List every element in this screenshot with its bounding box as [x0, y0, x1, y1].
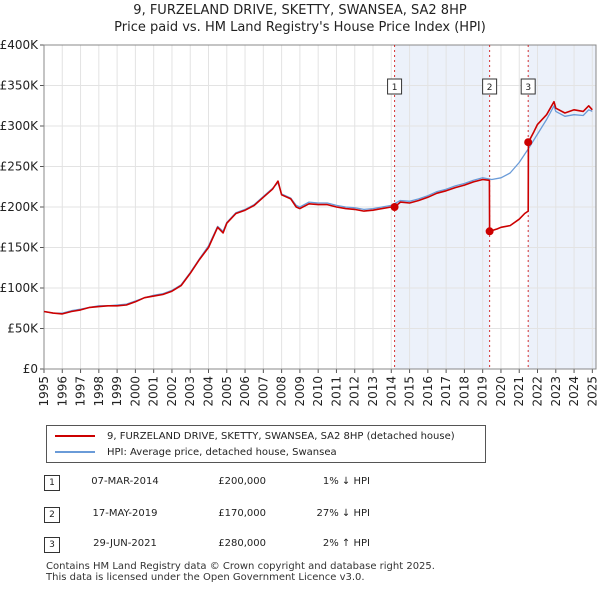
x-tick-label: 1995: [37, 376, 51, 407]
sale-hpi-diff: 1% ↓ HPI: [322, 476, 370, 487]
sale-point: [390, 203, 399, 211]
sale-hpi-diff: 27% ↓ HPI: [316, 508, 370, 519]
title-line-2: Price paid vs. HM Land Registry's House …: [114, 20, 486, 35]
footer-line-1: Contains HM Land Registry data © Crown c…: [46, 561, 435, 572]
sale-row: 3 29-JUN-2021 £280,000 2% ↑ HPI: [0, 534, 600, 554]
footer-line-2: This data is licensed under the Open Gov…: [46, 572, 365, 583]
legend-hpi-line: [55, 451, 95, 453]
x-tick-label: 2009: [293, 376, 307, 407]
x-tick-label: 1997: [74, 376, 88, 407]
sale-date: 29-JUN-2021: [93, 538, 157, 549]
y-tick-label: £150K: [0, 241, 39, 255]
x-tick-label: 2002: [165, 376, 179, 407]
sale-label-number: 2: [487, 83, 493, 93]
x-tick-label: 2003: [183, 376, 197, 407]
x-tick-label: 2023: [549, 376, 563, 407]
sale-date: 17-MAY-2019: [92, 508, 158, 519]
sale-number-box: 1: [44, 475, 60, 491]
x-tick-label: 1996: [55, 376, 69, 407]
sale-point: [485, 227, 494, 236]
sale-date: 07-MAR-2014: [91, 476, 159, 487]
sale-price: £170,000: [218, 508, 266, 519]
sale-point: [524, 138, 533, 147]
y-tick-label: £200K: [0, 200, 39, 214]
y-tick-label: £100K: [0, 281, 39, 295]
x-tick-label: 2020: [494, 376, 508, 407]
chart-title: 9, FURZELAND DRIVE, SKETTY, SWANSEA, SA2…: [0, 2, 600, 36]
x-tick-label: 2022: [531, 376, 545, 407]
legend-property-label: 9, FURZELAND DRIVE, SKETTY, SWANSEA, SA2…: [107, 430, 455, 442]
x-tick-label: 1998: [92, 376, 106, 407]
x-tick-label: 2006: [238, 376, 252, 407]
x-tick-label: 2001: [147, 376, 161, 407]
sale-label-box: [520, 78, 536, 95]
y-tick-label: £250K: [0, 160, 39, 174]
x-tick-label: 2008: [275, 376, 289, 407]
sale-number-box: 2: [44, 507, 60, 523]
sale-price: £200,000: [218, 476, 266, 487]
y-tick-label: £300K: [0, 119, 39, 133]
plot-frame: [43, 44, 597, 370]
price-chart: £0 £50K £100K £150K £200K £250K £300K £350K £400…: [0, 38, 599, 407]
sale-label-number: 1: [392, 83, 398, 93]
x-tick-label: 2014: [384, 376, 398, 407]
sale-row: 1 07-MAR-2014 £200,000 1% ↓ HPI: [0, 472, 600, 492]
sale-row: 2 17-MAY-2019 £170,000 27% ↓ HPI: [0, 504, 600, 524]
legend-hpi-label: HPI: Average price, detached house, Swan…: [107, 446, 337, 458]
x-tick-label: 2005: [220, 376, 234, 407]
x-tick-label: 2018: [457, 376, 471, 407]
y-tick-label: £0: [23, 362, 38, 376]
title-line-1: 9, FURZELAND DRIVE, SKETTY, SWANSEA, SA2…: [133, 3, 467, 18]
x-tick-label: 2016: [421, 376, 435, 407]
sale-label-box: [387, 78, 403, 95]
x-tick-label: 2010: [311, 376, 325, 407]
x-tick-label: 2007: [256, 376, 270, 407]
x-tick-label: 1999: [110, 376, 124, 407]
x-tick-label: 2021: [512, 376, 526, 407]
x-tick-label: 2000: [128, 376, 142, 407]
y-tick-label: £350K: [0, 79, 39, 93]
legend-item-property: 9, FURZELAND DRIVE, SKETTY, SWANSEA, SA2…: [55, 428, 455, 444]
x-tick-label: 2012: [348, 376, 362, 407]
sale-hpi-diff: 2% ↑ HPI: [322, 538, 370, 549]
sale-label-number: 3: [525, 83, 531, 93]
footer: Contains HM Land Registry data © Crown c…: [46, 561, 435, 583]
y-tick-label: £50K: [7, 322, 39, 336]
x-tick-label: 2019: [476, 376, 490, 407]
legend-property-line: [55, 435, 95, 437]
x-tick-label: 2017: [439, 376, 453, 407]
x-tick-label: 2015: [403, 376, 417, 407]
x-tick-label: 2004: [202, 376, 216, 407]
legend: 9, FURZELAND DRIVE, SKETTY, SWANSEA, SA2…: [46, 425, 486, 463]
sale-label-box: [482, 78, 498, 95]
x-tick-label: 2011: [329, 376, 343, 407]
legend-item-hpi: HPI: Average price, detached house, Swan…: [55, 444, 337, 460]
property-price-line: [43, 100, 593, 315]
x-tick-label: 2025: [585, 376, 599, 407]
x-tick-label: 2024: [567, 376, 581, 407]
y-tick-label: £400K: [0, 38, 39, 52]
sale-number-box: 3: [44, 537, 60, 553]
sale-price: £280,000: [218, 538, 266, 549]
x-tick-label: 2013: [366, 376, 380, 407]
